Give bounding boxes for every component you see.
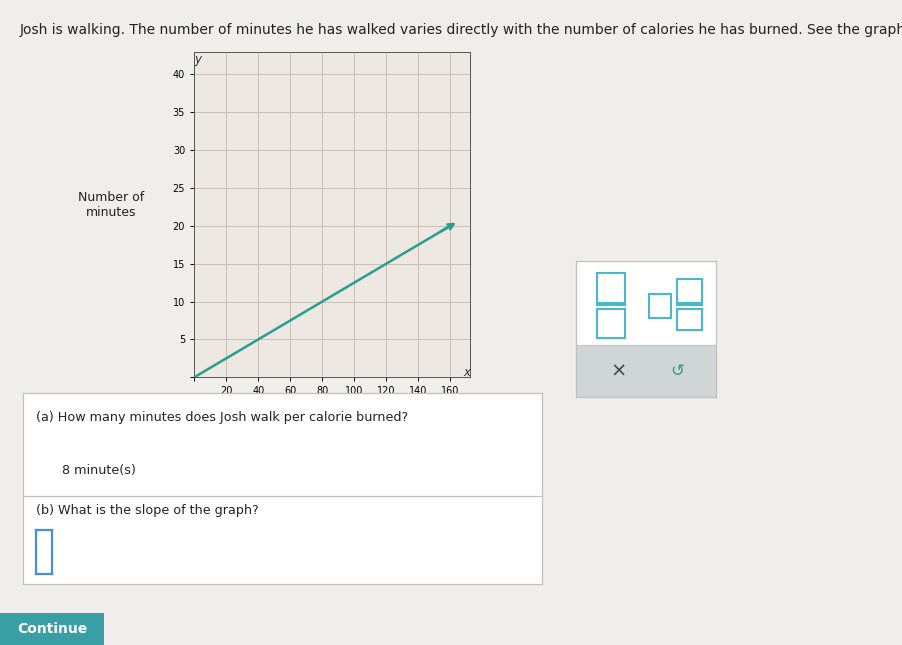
Text: (b) What is the slope of the graph?: (b) What is the slope of the graph? xyxy=(35,504,258,517)
Text: Josh is walking. The number of minutes he has walked varies directly with the nu: Josh is walking. The number of minutes h… xyxy=(20,23,902,37)
Text: ×: × xyxy=(609,361,626,381)
Text: Number of
minutes: Number of minutes xyxy=(78,191,144,219)
Text: 8 minute(s): 8 minute(s) xyxy=(61,464,135,477)
Bar xyxy=(596,273,624,303)
Text: ↺: ↺ xyxy=(669,362,683,380)
Bar xyxy=(596,309,624,339)
Text: x: x xyxy=(463,366,469,379)
Text: y: y xyxy=(195,53,201,66)
Bar xyxy=(649,293,670,318)
Text: (a) How many minutes does Josh walk per calorie burned?: (a) How many minutes does Josh walk per … xyxy=(35,411,407,424)
Bar xyxy=(676,309,702,330)
Bar xyxy=(575,345,715,397)
Bar xyxy=(676,279,702,303)
Text: Calories burned: Calories burned xyxy=(267,415,385,428)
Text: Continue: Continue xyxy=(17,622,87,636)
